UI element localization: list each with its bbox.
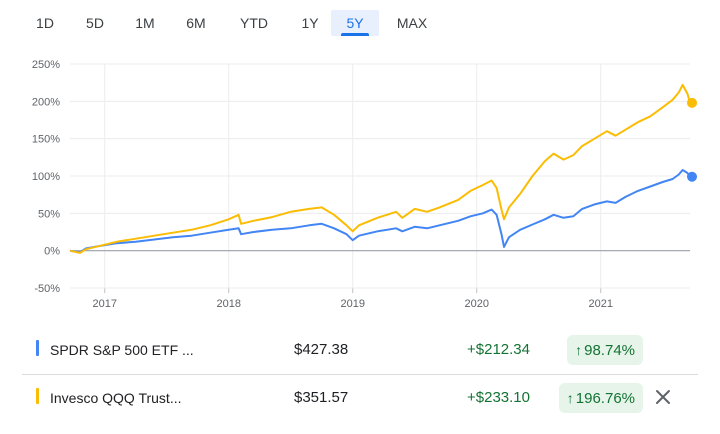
x-tick-label: 2019 [340, 298, 364, 310]
ticker-price: $351.57 [294, 389, 349, 406]
arrow-up-icon: ↑ [566, 390, 574, 406]
tab-5d[interactable]: 5D [86, 15, 104, 31]
y-tick-label: 100% [32, 171, 60, 183]
price-change: +$212.34 [467, 341, 530, 358]
percent-change-value: 196.76% [575, 390, 635, 407]
tab-ytd[interactable]: YTD [240, 15, 268, 31]
x-tick-label: 2020 [464, 298, 488, 310]
close-icon[interactable] [650, 384, 676, 410]
tab-max[interactable]: MAX [396, 15, 428, 31]
y-tick-label: 200% [32, 96, 60, 108]
tab-1d[interactable]: 1D [36, 15, 54, 31]
x-tick-label: 2021 [588, 298, 612, 310]
performance-chart[interactable]: 250%200%150%100%50%0%-50% 2017 2018 2019 20… [0, 44, 720, 324]
arrow-up-icon: ↑ [575, 342, 583, 358]
tab-1y[interactable]: 1Y [301, 15, 319, 31]
price-change: +$233.10 [467, 389, 530, 406]
y-axis-labels: 250% 200% 150% 100% 50% 0% -50% [32, 59, 60, 295]
comparison-row-spdr[interactable]: SPDR S&P 500 ETF ... $427.38 +$212.34 ↑ 9… [22, 328, 698, 372]
comparison-row-qqq[interactable]: Invesco QQQ Trust... $351.57 +$233.10 ↑ 1… [22, 376, 698, 420]
series-line-1 [69, 83, 691, 254]
series-end-dot-0 [687, 171, 697, 182]
percent-change-value: 98.74% [584, 342, 635, 359]
percent-change-badge: ↑ 196.76% [558, 383, 643, 413]
series-line-0 [69, 169, 691, 254]
x-tick-label: 2018 [216, 298, 240, 310]
series-end-markers [687, 97, 697, 182]
y-tick-label: 250% [32, 59, 60, 71]
x-axis-labels: 2017 2018 2019 2020 2021 [92, 298, 612, 310]
row-divider [22, 374, 698, 375]
series-end-dot-1 [687, 97, 697, 108]
series-lines [69, 83, 691, 254]
y-tick-label: 0% [44, 246, 60, 258]
series-color-swatch [36, 340, 39, 356]
series-color-swatch [36, 388, 39, 404]
x-tick-label: 2017 [92, 298, 116, 310]
tab-6m[interactable]: 6M [186, 15, 206, 31]
percent-change-badge: ↑ 98.74% [567, 335, 643, 365]
chart-gridlines [70, 63, 690, 293]
tab-5y[interactable]: 5Y [331, 10, 379, 36]
y-tick-label: -50% [34, 283, 60, 295]
y-tick-label: 50% [38, 208, 60, 220]
y-tick-label: 150% [32, 134, 60, 146]
tab-1m[interactable]: 1M [135, 15, 155, 31]
ticker-name: Invesco QQQ Trust... [50, 390, 182, 406]
ticker-price: $427.38 [294, 341, 349, 358]
ticker-name: SPDR S&P 500 ETF ... [50, 342, 194, 358]
